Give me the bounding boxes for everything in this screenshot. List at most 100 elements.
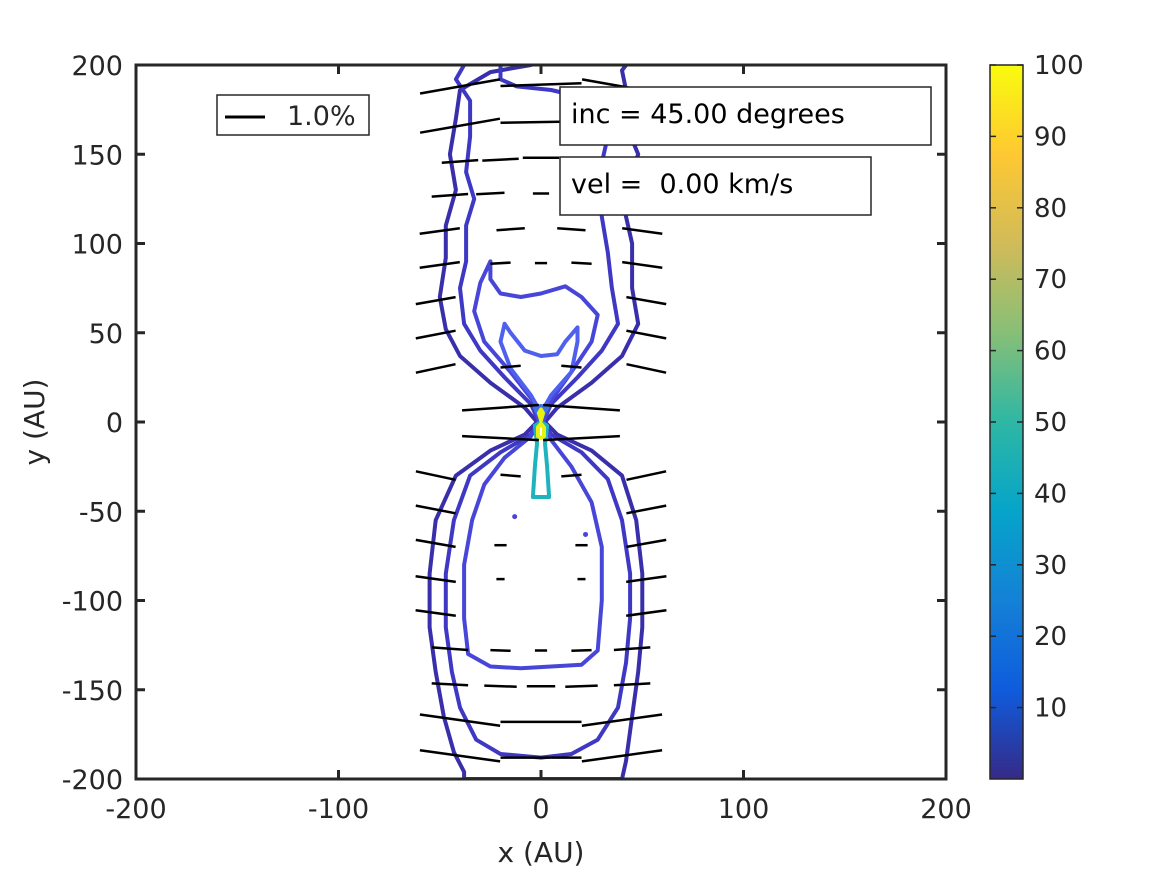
polarization-vector-34: [543, 403, 620, 412]
polarization-vector-65: [581, 713, 663, 727]
colorbar-tick-label-2: 80: [1034, 194, 1067, 224]
colorbar-tick-label-0: 100: [1034, 51, 1084, 81]
legend: 1.0%: [216, 94, 370, 136]
contour-lines: [427, 65, 645, 779]
polarization-vector-56: [571, 648, 592, 653]
x-tick-label-1: -100: [308, 794, 369, 825]
polarization-vector-20: [419, 260, 460, 269]
y-axis-label: y (AU): [18, 379, 51, 466]
polarization-vector-61: [565, 684, 598, 688]
colorbar-ticks: 100 90 80 70 60 50 40 30 20 10: [990, 51, 1084, 724]
polarization-vector-0: [419, 78, 501, 95]
x-tick-label-0: -200: [105, 794, 166, 825]
y-tick-label-3: 50: [89, 319, 123, 350]
polarization-vector-17: [496, 226, 525, 232]
polarization-vector-54: [490, 648, 511, 653]
polarization-vector-50: [626, 575, 667, 584]
x-tick-label-3: 100: [718, 794, 770, 825]
colorbar: 100 90 80 70 60 50 40 30 20 10: [989, 51, 1084, 780]
y-tick-label-8: -200: [62, 765, 123, 796]
y-tick-label-6: -100: [62, 587, 123, 618]
polarization-vector-28: [626, 329, 667, 340]
polarization-vector-62: [613, 682, 651, 687]
x-tick-label-2: 0: [532, 794, 549, 825]
inclination-text: inc = 45.00 degrees: [571, 99, 845, 130]
y-tick-label-5: -50: [79, 497, 123, 528]
polarization-vector-52: [626, 608, 667, 618]
contour-level-90-6: [537, 407, 545, 423]
polarization-vector-3: [419, 117, 501, 134]
polarization-vector-58: [431, 682, 469, 687]
colorbar-tick-label-4: 60: [1034, 337, 1067, 367]
colorbar-tick-label-3: 70: [1034, 265, 1067, 295]
polarization-vector-24: [622, 260, 663, 269]
polarization-vector-68: [581, 748, 663, 763]
colorbar-tick-label-6: 40: [1034, 479, 1067, 509]
inclination-box: [559, 86, 932, 146]
polarization-vector-63: [419, 713, 501, 727]
polarization-vector-66: [419, 748, 501, 763]
polarization-vector-31: [561, 364, 582, 369]
contour-level-10-2: [462, 259, 604, 671]
contour-dot-1: [583, 531, 589, 537]
contour-level-5-1: [443, 65, 633, 760]
colorbar-tick-label-7: 30: [1034, 551, 1067, 581]
polarization-vector-40: [626, 470, 667, 482]
polarization-vector-27: [415, 329, 456, 340]
polarization-vector-32: [626, 362, 667, 374]
contour-level-15-3: [498, 321, 580, 416]
y-tick-label-7: -150: [62, 676, 123, 707]
x-tick-label-4: 200: [920, 794, 972, 825]
legend-box: [216, 94, 370, 136]
polarization-vector-47: [415, 575, 456, 584]
contour-dot-0: [512, 514, 518, 520]
polarization-vector-12: [476, 191, 505, 196]
contour-level-45-5: [530, 420, 552, 499]
contour-level-90-7: [536, 421, 546, 441]
polarization-vector-37: [415, 470, 456, 482]
velocity-text: vel = 0.00 km/s: [571, 169, 793, 200]
polarization-vector-25: [415, 295, 456, 306]
polarization-vector-23: [571, 261, 592, 265]
inclination-annotation: inc = 45.00 degrees: [559, 86, 932, 146]
colorbar-tick-label-8: 20: [1034, 622, 1067, 652]
velocity-box: [559, 156, 872, 216]
polarization-vector-53: [431, 646, 469, 652]
y-tick-label-4: 0: [106, 408, 123, 439]
polarization-vector-16: [419, 226, 460, 236]
polarization-vector-41: [415, 504, 456, 515]
polarization-vector-39: [561, 473, 582, 478]
polarization-vector-18: [557, 226, 586, 232]
polarization-vector-21: [490, 261, 511, 265]
colorbar-tick-label-1: 90: [1034, 122, 1067, 152]
polarization-vector-1: [500, 81, 582, 88]
polarization-vector-46: [626, 538, 667, 549]
colorbar-tick-label-9: 10: [1034, 694, 1067, 724]
polarization-vector-33: [462, 403, 539, 412]
y-tick-label-2: 100: [71, 230, 123, 261]
polarization-vector-26: [626, 295, 667, 306]
polarization-vector-36: [543, 434, 620, 442]
polarization-vector-30: [500, 364, 521, 369]
polarization-vector-42: [626, 504, 667, 515]
polarization-vector-35: [462, 434, 539, 442]
polarization-vector-43: [415, 538, 456, 549]
polarization-vector-6: [441, 158, 479, 164]
polarization-vector-59: [484, 684, 517, 688]
polarization-vector-11: [431, 192, 469, 198]
polarization-vector-29: [415, 362, 456, 374]
polarization-vector-38: [500, 473, 521, 478]
contour-level-2-0: [427, 65, 645, 779]
polarization-vector-7: [482, 157, 519, 162]
polarization-vector-19: [622, 226, 663, 236]
legend-label: 1.0%: [287, 101, 356, 132]
polarization-vector-51: [415, 608, 456, 618]
x-axis-label: x (AU): [498, 836, 585, 869]
y-tick-label-0: 200: [71, 51, 123, 82]
colorbar-tick-label-5: 50: [1034, 408, 1067, 438]
plot-area-frame: [134, 63, 948, 781]
y-tick-label-1: 150: [71, 140, 123, 171]
velocity-annotation: vel = 0.00 km/s: [559, 156, 872, 216]
